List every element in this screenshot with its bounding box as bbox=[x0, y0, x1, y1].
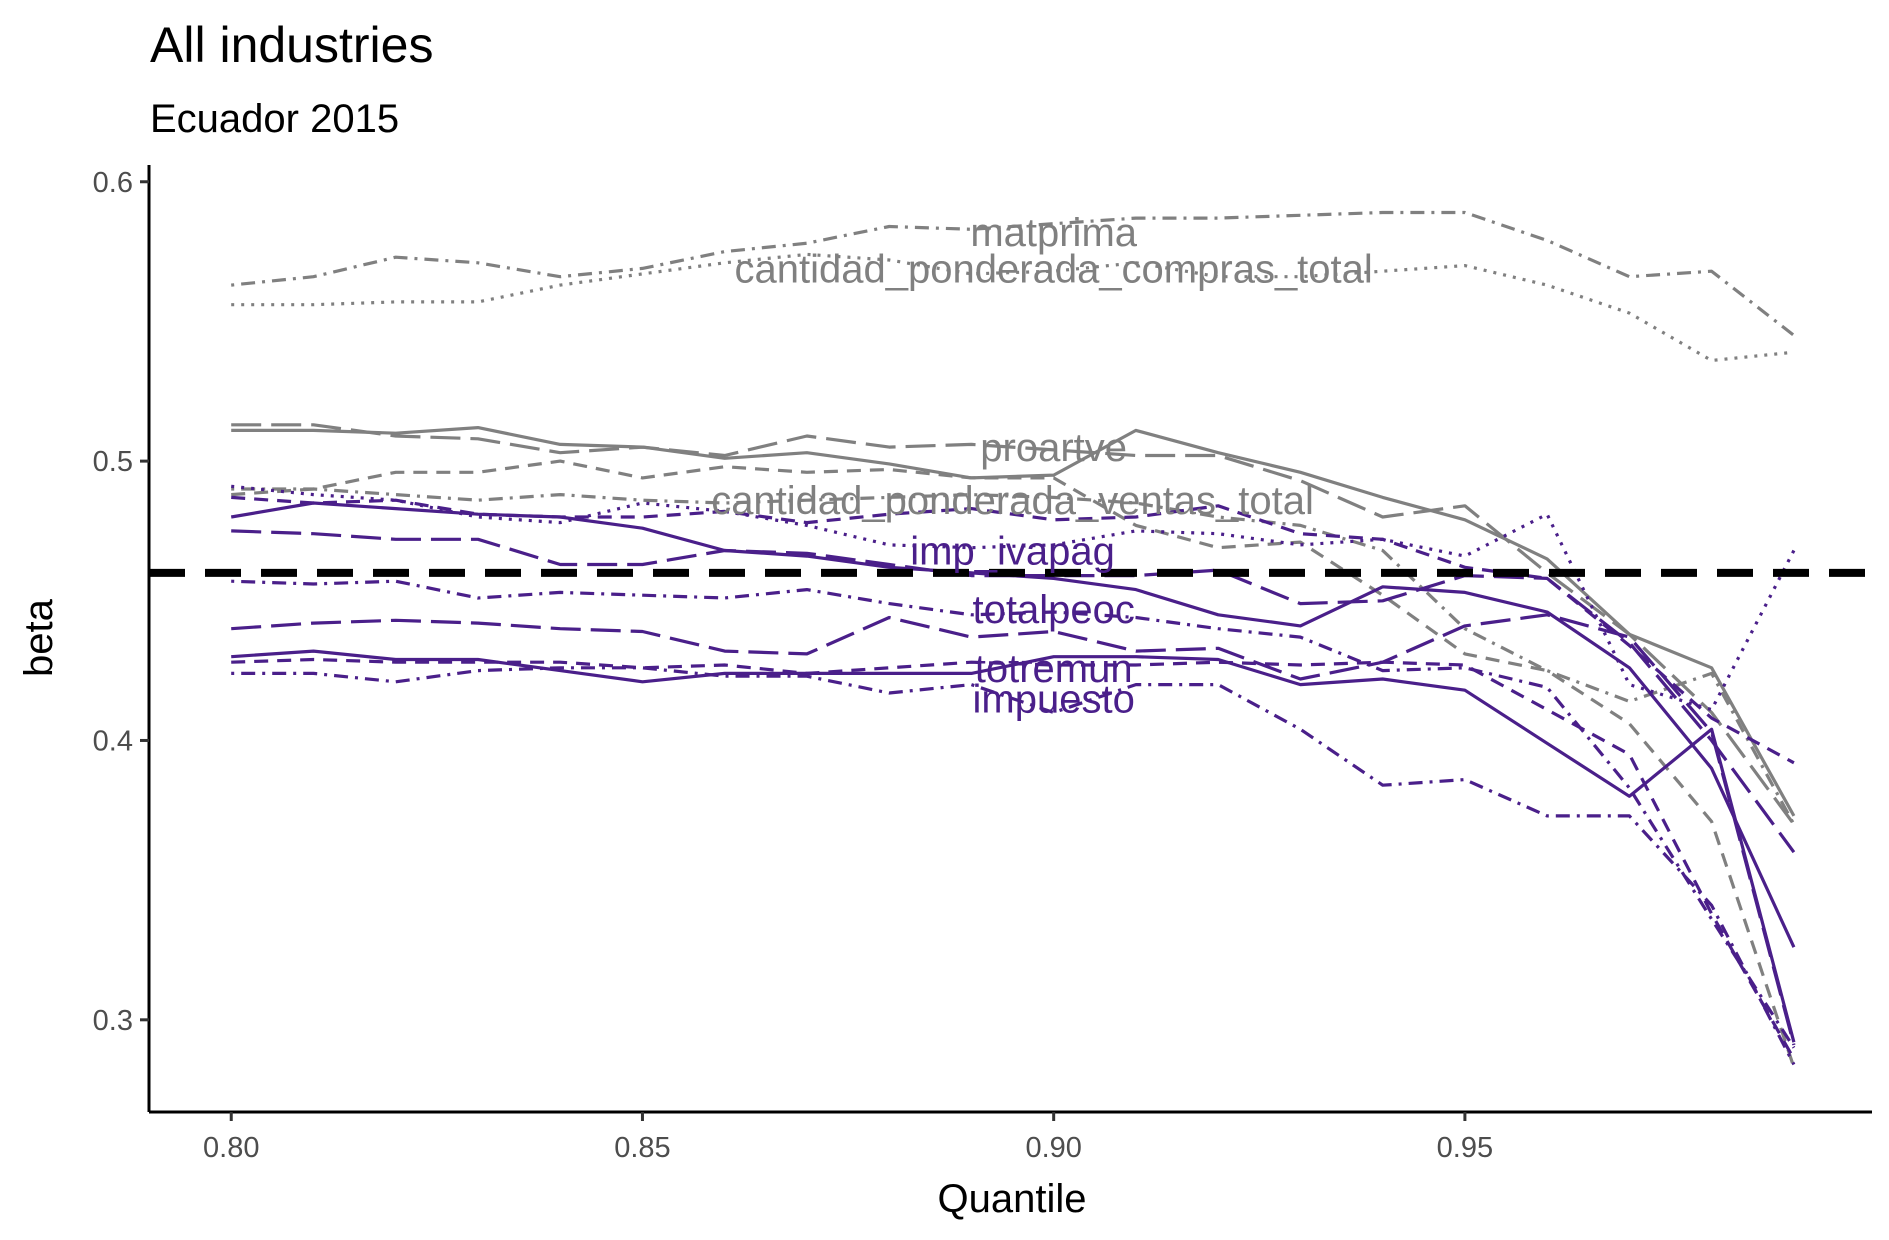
chart-subtitle: Ecuador 2015 bbox=[150, 97, 399, 141]
series-label-proartve: proartve bbox=[980, 426, 1127, 470]
series-line-totremun bbox=[231, 613, 1796, 1046]
x-tick-label: 0.85 bbox=[614, 1132, 670, 1164]
series-label-matprima: matprima bbox=[970, 211, 1137, 255]
series-label-totalpeoc: totalpeoc bbox=[973, 588, 1135, 632]
x-axis-ticks: 0.80 0.85 0.90 0.95 bbox=[203, 1112, 1493, 1164]
series-label-cantidad-ponderada-ventas-total: cantidad_ponderada_ventas_total bbox=[711, 479, 1314, 523]
x-tick-label: 0.95 bbox=[1437, 1132, 1493, 1164]
series-line-cantidad-ponderada-compras-total bbox=[231, 252, 1795, 363]
y-tick-label: 0.6 bbox=[93, 167, 133, 199]
y-tick-label: 0.3 bbox=[93, 1005, 133, 1037]
series-label-imp-ivapag: imp_ivapag bbox=[910, 530, 1115, 574]
series-line-matprima bbox=[231, 210, 1795, 337]
series-line-unlabeled-5 bbox=[231, 487, 1796, 826]
x-tick-label: 0.80 bbox=[203, 1132, 259, 1164]
series-label-impuesto: impuesto bbox=[973, 678, 1135, 722]
series-line-imp-ivapag bbox=[231, 484, 1796, 712]
series-line-proartve bbox=[231, 423, 1796, 826]
series-line-unlabeled-13 bbox=[231, 666, 1796, 1066]
y-tick-label: 0.5 bbox=[93, 446, 133, 478]
chart-title: All industries bbox=[150, 17, 433, 73]
plot-area: matprimacantidad_ponderada_compras_total… bbox=[149, 210, 1872, 1068]
y-axis-title: beta bbox=[17, 598, 61, 677]
series-line-unlabeled-14 bbox=[231, 657, 1796, 1060]
series-line-cantidad-ponderada-ventas-total bbox=[231, 459, 1796, 1068]
x-tick-label: 0.90 bbox=[1025, 1132, 1081, 1164]
series-label-totremun: totremun bbox=[975, 647, 1133, 691]
y-tick-label: 0.4 bbox=[93, 725, 133, 757]
series-line-totalpeoc bbox=[231, 579, 1796, 1049]
x-axis-title: Quantile bbox=[938, 1177, 1087, 1221]
series-label-cantidad-ponderada-compras-total: cantidad_ponderada_compras_total bbox=[735, 247, 1373, 291]
y-axis-ticks: 0.3 0.4 0.5 0.6 bbox=[93, 167, 149, 1037]
